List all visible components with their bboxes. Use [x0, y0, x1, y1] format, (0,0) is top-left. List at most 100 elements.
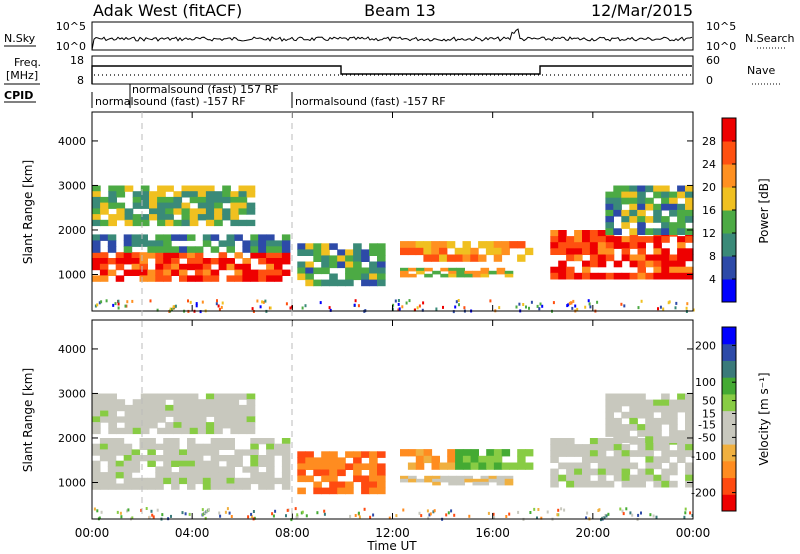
scatter-cell-4	[501, 462, 511, 470]
scatter-cell-0	[202, 275, 212, 282]
scatter-cell-4	[478, 254, 487, 262]
scatter-cell-2	[132, 214, 142, 221]
noise-speck	[184, 512, 187, 516]
scatter-cell-0	[155, 483, 164, 490]
scatter-cell-0	[258, 483, 267, 490]
noise-speck	[536, 304, 539, 308]
scatter-cell-3	[321, 243, 330, 250]
scatter-cell-5	[432, 475, 441, 480]
noise-speck	[150, 509, 153, 513]
scatter-cell-6	[621, 254, 631, 262]
scatter-cell-2	[205, 196, 215, 204]
scatter-cell-2	[230, 191, 240, 198]
scatter-cell-0	[202, 483, 212, 490]
scatter-cell-5	[504, 478, 514, 483]
noise-speck	[329, 308, 332, 312]
scatter-cell-6	[597, 480, 607, 488]
scatter-cell-0	[163, 460, 172, 467]
noise-speck	[171, 307, 173, 311]
scatter-cell-0	[202, 460, 212, 467]
scatter-cell-1	[218, 240, 228, 247]
scatter-cell-2	[189, 185, 199, 192]
noise-speck	[269, 306, 272, 310]
scatter-cell-5	[456, 270, 465, 275]
noise-speck	[621, 509, 624, 513]
noise-speck	[117, 302, 120, 306]
scatter-cell-1	[100, 404, 109, 412]
scatter-cell-1	[205, 399, 215, 406]
scatter-cell-6	[661, 248, 670, 255]
scatter-cell-6	[613, 260, 623, 268]
scatter-cell-6	[605, 480, 615, 488]
scatter-cell-0	[274, 477, 283, 485]
noise-speck	[457, 299, 460, 302]
scatter-cell-3	[377, 249, 386, 256]
scatter-cell-4	[485, 247, 495, 256]
scatter-cell-1	[222, 416, 231, 423]
scatter-cell-2	[181, 191, 191, 198]
scatter-cell-7	[669, 405, 678, 413]
scatter-cell-4	[439, 247, 448, 256]
scatter-cell-2	[337, 463, 346, 470]
noise-speck	[659, 305, 662, 309]
y-tick-label: 1000	[58, 476, 86, 489]
x-tick-label: 00:00	[75, 526, 110, 540]
scatter-cell-2	[189, 191, 199, 198]
scatter-cell-5	[488, 475, 498, 480]
scatter-cell-6	[645, 254, 654, 262]
noise-speck	[453, 513, 456, 517]
scatter-cell-2	[329, 487, 338, 495]
scatter-cell-1	[131, 234, 141, 241]
scatter-cell-0	[234, 455, 243, 462]
freq-left-tick-bottom: 8	[77, 74, 84, 87]
scatter-cell-0	[202, 449, 212, 456]
scatter-cell-2	[361, 463, 370, 470]
scatter-cell-0	[155, 258, 164, 265]
scatter-cell-0	[163, 258, 172, 265]
scatter-cell-5	[440, 273, 449, 278]
scatter-cell-0	[179, 275, 188, 282]
scatter-cell-0	[258, 477, 267, 485]
noise-speck	[296, 513, 299, 517]
scatter-cell-6	[566, 242, 575, 249]
scatter-cell-7	[677, 191, 686, 199]
scatter-cell-0	[210, 258, 220, 265]
noise-speck	[304, 304, 307, 308]
noise-speck	[408, 299, 411, 303]
scatter-cell-6	[589, 260, 599, 268]
scatter-cell-6	[550, 266, 559, 274]
scatter-cell-7	[605, 228, 614, 235]
scatter-cell-3	[447, 462, 456, 470]
scatter-cell-0	[92, 443, 101, 450]
scatter-cell-0	[155, 263, 164, 271]
scatter-cell-3	[305, 243, 314, 250]
scatter-cell-3	[415, 455, 425, 464]
scatter-cell-0	[281, 449, 291, 456]
scatter-cell-2	[369, 457, 378, 464]
scatter-cell-7	[613, 197, 622, 205]
scatter-cell-6	[613, 242, 623, 249]
noise-speck	[505, 515, 508, 518]
scatter-cell-0	[187, 477, 196, 485]
scatter-cell-7	[637, 216, 646, 223]
scatter-cell-1	[165, 422, 174, 429]
scatter-cell-7	[629, 197, 638, 205]
scatter-cell-5	[432, 478, 441, 483]
scatter-cell-0	[258, 258, 267, 265]
scatter-cell-0	[234, 269, 243, 276]
scatter-cell-2	[238, 185, 248, 192]
scatter-cell-0	[179, 263, 188, 271]
power-y-label: Slant Range [km]	[21, 160, 35, 264]
scatter-cell-2	[222, 214, 231, 221]
scatter-cell-7	[621, 216, 630, 223]
noise-speck	[685, 306, 688, 310]
scatter-cell-3	[321, 249, 330, 256]
scatter-cell-6	[661, 480, 670, 488]
scatter-cell-0	[179, 477, 188, 485]
scatter-cell-0	[210, 466, 220, 473]
scatter-cell-5	[456, 273, 465, 278]
scatter-cell-0	[281, 460, 291, 467]
scatter-cell-0	[281, 258, 291, 265]
scatter-cell-6	[574, 242, 583, 249]
noise-speck	[221, 301, 224, 305]
